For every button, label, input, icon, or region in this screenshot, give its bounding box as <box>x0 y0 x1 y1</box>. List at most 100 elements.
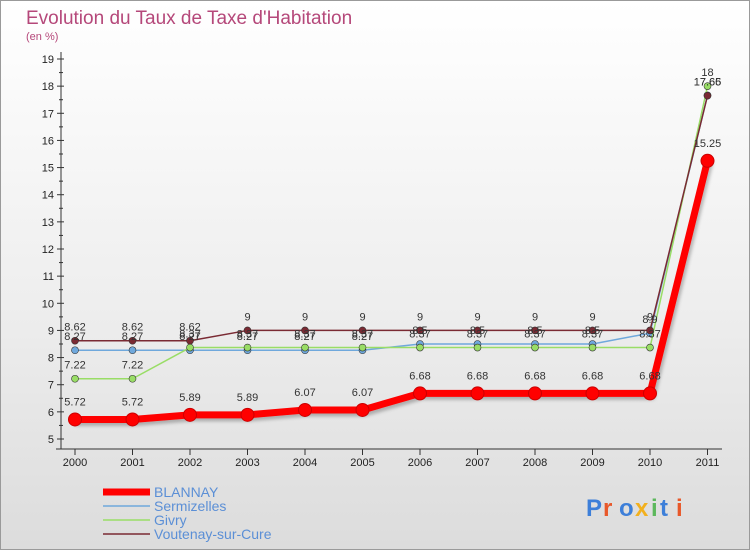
data-label: 8.27 <box>179 331 200 343</box>
data-point <box>588 343 597 352</box>
data-label: 8.62 <box>122 322 143 334</box>
x-tick-label: 2000 <box>63 457 87 469</box>
logo-glyph: P <box>586 495 602 522</box>
y-tick-label: 16 <box>42 135 54 147</box>
data-label: 8.37 <box>582 329 603 341</box>
data-label: 6.68 <box>582 370 603 382</box>
data-label: 8.37 <box>467 329 488 341</box>
data-label: 6.07 <box>352 387 373 399</box>
data-label: 8.27 <box>237 331 258 343</box>
data-label: 6.68 <box>409 370 430 382</box>
data-label: 8.62 <box>179 322 200 334</box>
data-label: 7.22 <box>64 360 85 372</box>
data-point <box>470 386 485 401</box>
y-tick-label: 6 <box>48 407 54 419</box>
data-point <box>71 374 79 383</box>
series-line-givry <box>74 85 709 380</box>
data-label: 8.27 <box>294 331 315 343</box>
data-point <box>71 336 79 345</box>
data-point <box>240 407 255 422</box>
x-tick-label: 2011 <box>696 457 720 469</box>
logo-glyph: x <box>635 495 649 522</box>
data-label: 8.5 <box>585 325 600 337</box>
data-label: 6.68 <box>524 370 545 382</box>
y-tick-label: 15 <box>42 163 54 175</box>
x-tick-label: 2007 <box>465 457 489 469</box>
data-point <box>528 386 542 401</box>
legend-label: BLANNAY <box>154 484 219 500</box>
x-tick-label: 2004 <box>293 457 317 469</box>
logo-glyph: i <box>676 495 683 522</box>
x-tick-label: 2002 <box>178 457 202 469</box>
data-point <box>301 326 309 335</box>
data-label: 8.37 <box>352 329 373 341</box>
data-point <box>588 326 597 335</box>
data-label: 8.27 <box>122 331 143 343</box>
data-point <box>301 343 309 352</box>
data-label: 6.68 <box>467 370 488 382</box>
logo-glyph: t <box>660 495 668 522</box>
data-label: 9 <box>589 311 595 323</box>
legend-label: Voutenay-sur-Cure <box>154 526 272 542</box>
data-label: 5.72 <box>122 396 143 408</box>
data-point <box>531 343 539 352</box>
y-tick-label: 19 <box>42 54 54 66</box>
data-label: 8.9 <box>642 314 657 326</box>
y-tick-label: 8 <box>48 353 54 365</box>
y-tick-label: 7 <box>48 380 54 392</box>
data-point <box>703 91 712 100</box>
x-tick-label: 2003 <box>235 457 259 469</box>
data-point <box>413 386 427 401</box>
data-point <box>646 343 654 352</box>
x-tick-label: 2006 <box>408 457 432 469</box>
data-label: 8.37 <box>524 329 545 341</box>
data-point <box>473 326 482 335</box>
y-tick-label: 12 <box>42 244 54 256</box>
data-label: 8.5 <box>470 325 485 337</box>
x-tick-label: 2009 <box>580 457 604 469</box>
data-point <box>68 412 82 427</box>
legend-label: Givry <box>154 512 187 528</box>
data-point <box>358 343 367 352</box>
data-point <box>473 343 482 352</box>
data-label: 7.22 <box>122 360 143 372</box>
y-tick-label: 17 <box>42 108 54 120</box>
data-point <box>186 336 194 345</box>
data-point <box>125 412 140 427</box>
data-label: 6.68 <box>639 370 660 382</box>
data-label: 9 <box>532 311 538 323</box>
y-tick-label: 10 <box>42 298 54 310</box>
data-label: 9 <box>244 311 250 323</box>
legend-label: Sermizelles <box>154 498 226 514</box>
x-tick-label: 2010 <box>638 457 662 469</box>
data-point <box>355 402 370 417</box>
data-label: 8.62 <box>64 322 85 334</box>
data-point <box>703 82 712 90</box>
data-point <box>128 374 137 383</box>
data-label: 17.65 <box>694 77 722 89</box>
data-point <box>416 343 424 352</box>
chart-title: Evolution du Taux de Taxe d'Habitation <box>26 8 352 29</box>
data-label: 8.27 <box>64 331 85 343</box>
data-label: 8.37 <box>179 329 200 341</box>
data-point <box>243 343 252 352</box>
data-label: 8.5 <box>527 325 542 337</box>
y-tick-label: 11 <box>43 271 54 283</box>
series-line-blannay <box>71 157 711 423</box>
data-point <box>186 343 194 352</box>
data-point <box>531 326 539 335</box>
data-point <box>416 326 424 335</box>
data-point <box>243 326 252 335</box>
x-tick-label: 2008 <box>523 457 547 469</box>
data-point <box>358 326 367 335</box>
data-point <box>700 153 715 168</box>
data-label: 9 <box>417 311 423 323</box>
data-point <box>128 336 137 345</box>
data-label: 8.27 <box>352 331 373 343</box>
logo-glyph: o <box>619 495 634 522</box>
x-tick-label: 2005 <box>350 457 374 469</box>
y-tick-label: 14 <box>42 190 54 202</box>
data-point <box>643 386 657 401</box>
